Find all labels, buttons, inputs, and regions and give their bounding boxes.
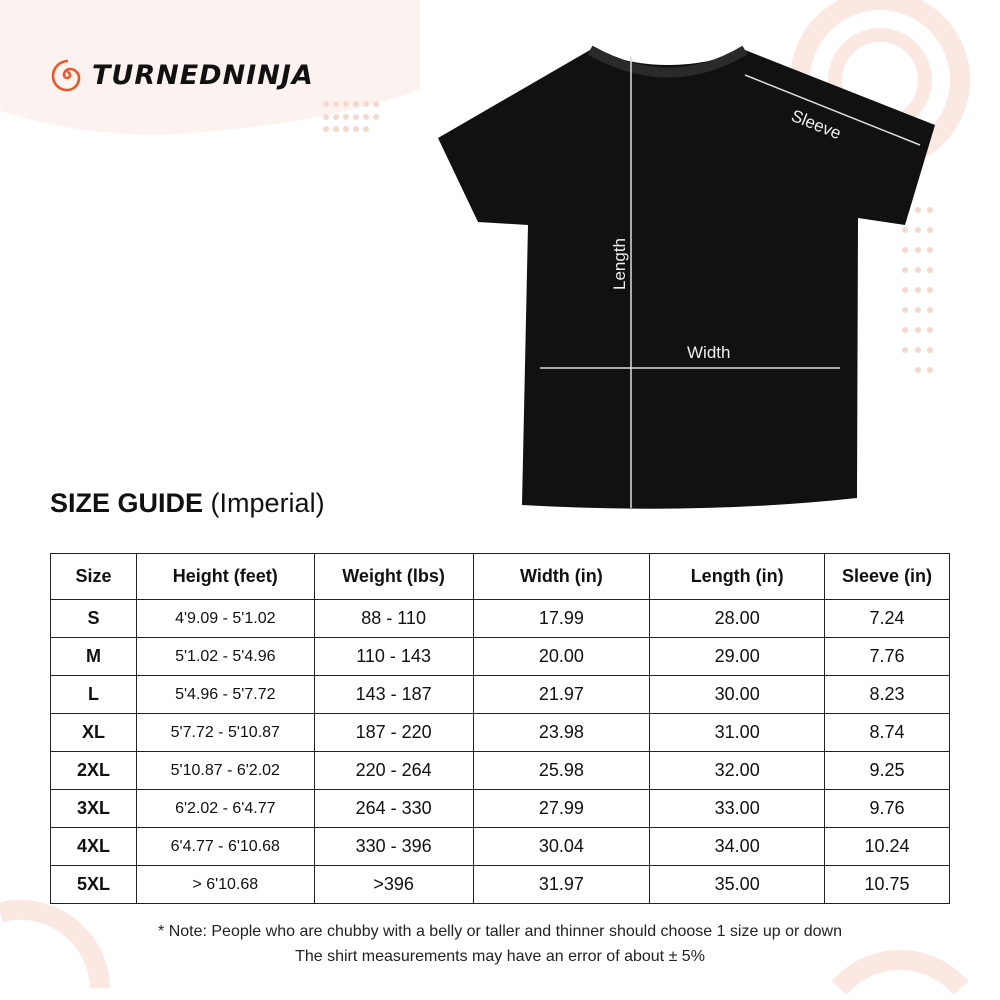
table-cell: 23.98 [472,713,651,752]
title-bold: SIZE GUIDE [50,488,204,518]
brand-logo: TURNEDNINJA [50,58,314,92]
table-cell: 7.24 [824,599,950,638]
page-title: SIZE GUIDE (Imperial) [50,488,325,519]
width-label: Width [687,343,730,362]
table-row: 3XL 6'2.02 - 6'4.77 264 - 330 27.99 33.00 9.7… [50,789,950,828]
table-cell: M [50,637,137,676]
header-cell: Weight (lbs) [313,553,474,600]
table-cell: 30.04 [472,827,651,866]
table-cell: 9.25 [824,751,950,790]
table-cell: 6'2.02 - 6'4.77 [135,789,315,828]
table-cell: 27.99 [472,789,651,828]
table-cell: 187 - 220 [313,713,474,752]
table-header: Size Height (feet) Weight (lbs) Width (i… [50,553,950,600]
table-cell: L [50,675,137,714]
title-unit: (Imperial) [210,488,325,518]
table-cell: S [50,599,137,638]
table-cell: >396 [313,865,474,904]
table-cell: 28.00 [649,599,826,638]
table-cell: 25.98 [472,751,651,790]
table-cell: 4'9.09 - 5'1.02 [135,599,315,638]
table-row: 4XL 6'4.77 - 6'10.68 330 - 396 30.04 34.00 10… [50,827,950,866]
header-cell: Width (in) [472,553,651,600]
table-cell: 33.00 [649,789,826,828]
table-cell: 6'4.77 - 6'10.68 [135,827,315,866]
table-cell: 5'7.72 - 5'10.87 [135,713,315,752]
table-cell: 17.99 [472,599,651,638]
table-cell: 5XL [50,865,137,904]
table-cell: 3XL [50,789,137,828]
table-cell: 31.97 [472,865,651,904]
table-cell: 5'1.02 - 5'4.96 [135,637,315,676]
table-cell: 32.00 [649,751,826,790]
spiral-icon [51,59,81,92]
table-cell: 29.00 [649,637,826,676]
brand-name: TURNEDNINJA [92,59,314,91]
table-cell: 330 - 396 [313,827,474,866]
table-cell: 5'4.96 - 5'7.72 [135,675,315,714]
table-cell: 34.00 [649,827,826,866]
table-row: 5XL > 6'10.68 >396 31.97 35.00 10.75 [50,865,950,904]
table-row: 2XL 5'10.87 - 6'2.02 220 - 264 25.98 32.00 9.… [50,751,950,790]
table-cell: 8.74 [824,713,950,752]
table-cell: 220 - 264 [313,751,474,790]
table-cell: 5'10.87 - 6'2.02 [135,751,315,790]
tshirt-diagram: Width Length Sleeve [438,45,935,509]
table-cell: 264 - 330 [313,789,474,828]
size-table: Size Height (feet) Weight (lbs) Width (i… [50,553,950,904]
table-cell: XL [50,713,137,752]
table-cell: 20.00 [472,637,651,676]
table-cell: 10.75 [824,865,950,904]
table-cell: 7.76 [824,637,950,676]
header-cell: Length (in) [649,553,826,600]
length-label: Length [610,238,629,290]
header-cell: Height (feet) [135,553,315,600]
header-cell: Sleeve (in) [824,553,950,600]
table-cell: 9.76 [824,789,950,828]
table-cell: 88 - 110 [313,599,474,638]
table-cell: 10.24 [824,827,950,866]
table-cell: 35.00 [649,865,826,904]
table-row: L 5'4.96 - 5'7.72 143 - 187 21.97 30.00 8.23 [50,675,950,714]
table-row: S 4'9.09 - 5'1.02 88 - 110 17.99 28.00 7.24 [50,599,950,638]
table-cell: 30.00 [649,675,826,714]
table-row: XL 5'7.72 - 5'10.87 187 - 220 23.98 31.00 8.7… [50,713,950,752]
table-row: M 5'1.02 - 5'4.96 110 - 143 20.00 29.00 7.76 [50,637,950,676]
table-cell: 31.00 [649,713,826,752]
table-cell: > 6'10.68 [135,865,315,904]
table-cell: 143 - 187 [313,675,474,714]
table-cell: 8.23 [824,675,950,714]
table-cell: 2XL [50,751,137,790]
table-cell: 21.97 [472,675,651,714]
table-cell: 110 - 143 [313,637,474,676]
error-note: The shirt measurements may have an error… [295,948,705,965]
tshirt-image [438,50,935,509]
note-text: * Note: People who are chubby with a bel… [158,923,842,940]
header-cell: Size [50,553,137,600]
sleeve-line [744,74,921,146]
table-cell: 4XL [50,827,137,866]
